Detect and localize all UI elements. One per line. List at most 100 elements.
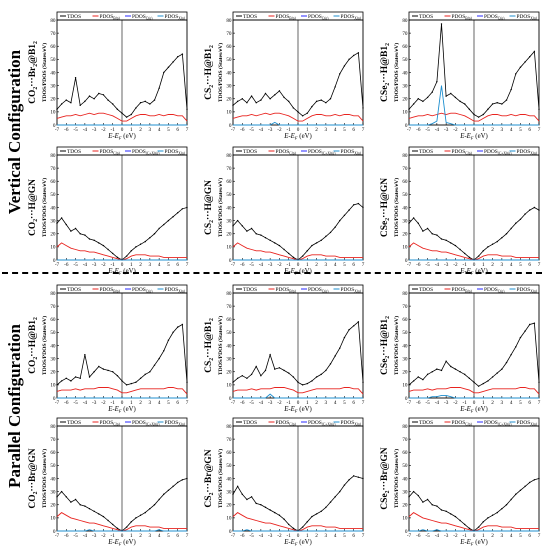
y-tick-label: 60 (402, 179, 408, 185)
tdos-point (454, 244, 457, 247)
tdos-point (107, 519, 109, 522)
dos-panel-10: TDOS PDOSC(p) PDOS(C+X)(p) PDOSX(p)01020304… (204, 417, 365, 547)
tdos-point (130, 113, 132, 116)
dos-panel-8: TDOS PDOSB(p) PDOSC(p) PDOSX(p)010203040506… (380, 284, 541, 414)
tdos-point (487, 517, 489, 519)
tdos-point (426, 96, 429, 99)
dos-panel-6: TDOS PDOSB(p) PDOSC(p) PDOSX(p)010203040506… (28, 284, 189, 414)
tdos-point (505, 233, 508, 235)
y-tick-label: 40 (50, 70, 56, 76)
x-tick-label: -1 (111, 400, 116, 406)
y-tick-label: 10 (226, 383, 232, 389)
x-tick-label: -3 (268, 400, 273, 406)
x-tick-label: 3 (325, 533, 328, 539)
tdos-point (56, 384, 58, 386)
y-tick-label: 60 (50, 179, 56, 185)
y-tick-label: 30 (50, 218, 56, 224)
y-tick-label: 20 (402, 232, 408, 238)
tdos-point (487, 108, 489, 110)
tdos-point (533, 479, 536, 481)
tdos-point (79, 377, 81, 380)
x-tick-label: 5 (519, 533, 522, 539)
x-tick-label: 6 (352, 533, 355, 539)
x-tick-label: 3 (325, 400, 328, 406)
tdos-point (246, 230, 248, 232)
x-tick-label: -5 (425, 533, 430, 539)
tdos-point (464, 373, 466, 376)
y-tick-label: 40 (402, 70, 408, 76)
x-tick-label: 3 (149, 533, 152, 539)
x-tick-label: -3 (92, 400, 97, 406)
tdos-point (125, 255, 128, 257)
y-tick-label: 0 (53, 396, 56, 402)
tdos-point (255, 365, 257, 368)
tdos-point (283, 369, 285, 372)
tdos-point (491, 514, 494, 516)
panel-title: CS₂···H@GN (204, 180, 214, 235)
tdos-point (158, 87, 160, 89)
y-tick-label: 70 (50, 304, 56, 310)
y-tick-label: 30 (402, 356, 408, 362)
tdos-point (98, 365, 100, 368)
y-tick-label: 0 (53, 258, 56, 264)
tdos-point (519, 66, 522, 68)
x-tick-label: 6 (528, 262, 531, 268)
tdos-point (436, 80, 438, 83)
legend-label: TDOS (67, 149, 81, 155)
tdos-point (454, 368, 457, 370)
tdos-point (454, 96, 457, 99)
tdos-point (519, 489, 522, 492)
tdos-point (172, 331, 174, 334)
tdos-point (510, 353, 512, 356)
tdos-point (102, 94, 105, 96)
tdos-point (149, 507, 151, 510)
tdos-point (454, 515, 457, 518)
tdos-point (334, 86, 336, 88)
series-line-pdos-b-p- (408, 112, 540, 122)
x-tick-label: -6 (240, 127, 245, 133)
tdos-point (181, 208, 184, 210)
tdos-point (524, 485, 526, 488)
panel-title: CS₂···H@B1₂ (204, 45, 214, 100)
tdos-point (519, 218, 522, 221)
tdos-point (408, 384, 410, 386)
tdos-point (343, 484, 346, 486)
x-tick-label: 1 (482, 127, 485, 133)
y-tick-label: 70 (402, 304, 408, 310)
x-tick-label: 5 (519, 127, 522, 133)
tdos-point (167, 66, 170, 68)
tdos-point (320, 239, 322, 242)
x-tick-label: 5 (343, 533, 346, 539)
tdos-point (264, 92, 267, 95)
legend-label: PDOSX(p) (165, 420, 186, 426)
x-tick-label: 7 (362, 262, 365, 268)
y-tick-label: 20 (226, 97, 232, 103)
x-tick-label: -7 (231, 262, 236, 268)
tdos-point (422, 501, 424, 503)
tdos-point (288, 523, 290, 526)
tdos-point (477, 255, 480, 257)
x-tick-label: -7 (231, 400, 236, 406)
y-tick-label: 40 (226, 476, 232, 482)
x-tick-label: -6 (240, 533, 245, 539)
x-tick-label: 3 (501, 533, 504, 539)
tdos-point (311, 380, 313, 382)
y-tick-label: 0 (53, 123, 56, 129)
panel-title: CSe₂···H@B1₂ (380, 316, 390, 375)
legend-label: TDOS (67, 420, 81, 426)
tdos-point (297, 381, 299, 383)
x-tick-label: 7 (362, 400, 365, 406)
tdos-point (139, 514, 142, 516)
tdos-point (496, 372, 498, 374)
x-tick-label: 4 (158, 262, 161, 268)
tdos-point (524, 213, 526, 215)
x-tick-label: 1 (482, 262, 485, 268)
tdos-point (306, 112, 308, 114)
tdos-point (135, 517, 137, 519)
y-tick-label: 0 (405, 258, 408, 264)
x-tick-label: -1 (111, 127, 116, 133)
y-axis-label: TDOS/PDOS (States/eV) (41, 178, 48, 237)
x-tick-label: -5 (249, 127, 254, 133)
tdos-point (417, 376, 419, 378)
series-line-pdos-x-p- (233, 529, 363, 532)
